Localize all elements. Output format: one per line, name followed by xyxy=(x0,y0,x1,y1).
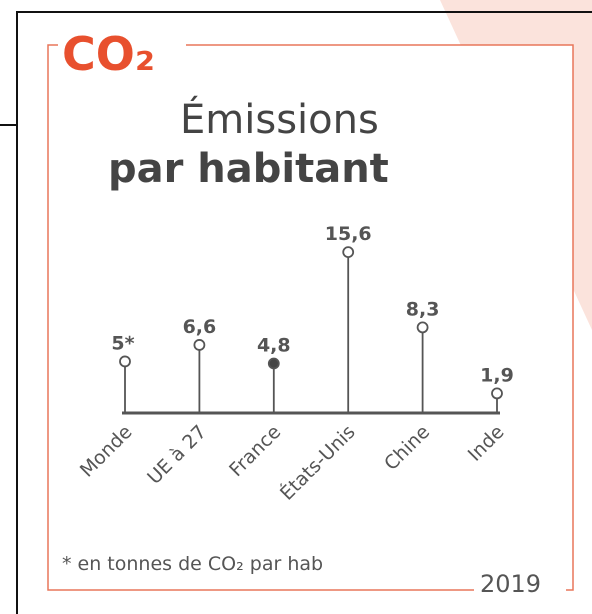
logo-backdrop xyxy=(58,22,186,78)
value-label: 1,9 xyxy=(480,364,514,386)
logo: CO₂ xyxy=(62,27,155,81)
year: 2019 xyxy=(480,570,541,598)
marker xyxy=(491,387,503,400)
value-label: 6,6 xyxy=(183,316,217,338)
year-backdrop xyxy=(474,566,566,596)
outer-border xyxy=(16,11,592,614)
value-label: 8,3 xyxy=(406,298,440,320)
marker xyxy=(416,321,429,334)
marker xyxy=(119,355,131,368)
value-label: 4,8 xyxy=(257,335,291,357)
marker xyxy=(193,339,206,351)
footnote: * en tonnes de CO₂ par hab xyxy=(62,553,323,575)
frame xyxy=(47,44,574,591)
chart-title: Émissions xyxy=(180,95,379,143)
value-label: 5* xyxy=(111,332,134,354)
marker xyxy=(267,357,280,370)
marker xyxy=(342,246,355,259)
chart-subtitle: par habitant xyxy=(108,146,389,192)
value-label: 15,6 xyxy=(325,223,372,245)
